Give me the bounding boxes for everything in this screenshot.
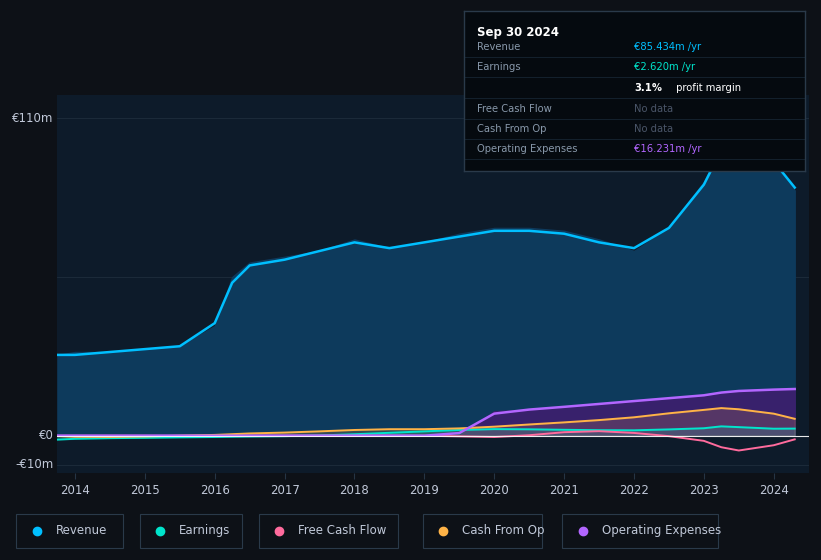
Text: profit margin: profit margin <box>673 83 741 93</box>
Text: €0: €0 <box>39 429 53 442</box>
Text: Revenue: Revenue <box>56 524 108 537</box>
Text: 3.1%: 3.1% <box>635 83 663 93</box>
Text: €85.434m /yr: €85.434m /yr <box>635 42 701 52</box>
Text: Operating Expenses: Operating Expenses <box>478 144 578 154</box>
Text: €2.620m /yr: €2.620m /yr <box>635 63 695 72</box>
Text: Earnings: Earnings <box>179 524 231 537</box>
Text: €16.231m /yr: €16.231m /yr <box>635 144 702 154</box>
Text: No data: No data <box>635 104 673 114</box>
Text: Earnings: Earnings <box>478 63 521 72</box>
Text: €110m: €110m <box>12 112 53 125</box>
Text: Revenue: Revenue <box>478 42 521 52</box>
Text: Free Cash Flow: Free Cash Flow <box>478 104 553 114</box>
Text: Cash From Op: Cash From Op <box>478 124 547 134</box>
Text: No data: No data <box>635 124 673 134</box>
Text: Free Cash Flow: Free Cash Flow <box>298 524 387 537</box>
Text: -€10m: -€10m <box>16 458 53 471</box>
Text: Operating Expenses: Operating Expenses <box>602 524 721 537</box>
Text: Sep 30 2024: Sep 30 2024 <box>478 26 559 39</box>
Text: Cash From Op: Cash From Op <box>462 524 544 537</box>
